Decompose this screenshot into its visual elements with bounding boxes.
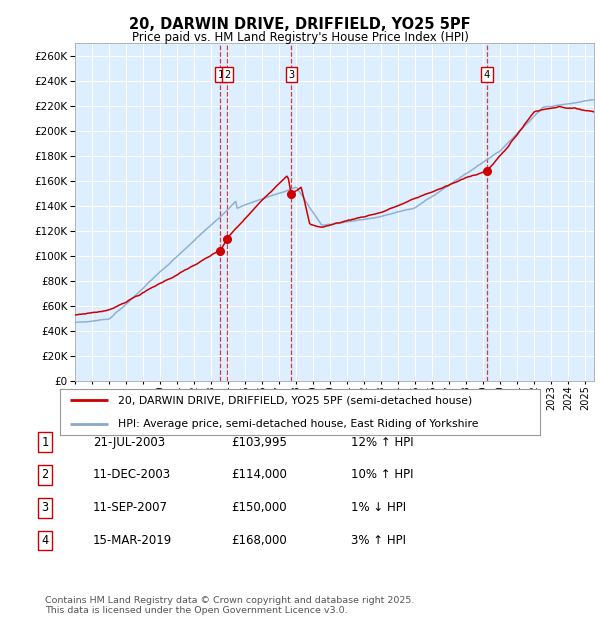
- Text: 2: 2: [41, 469, 49, 481]
- Text: 11-SEP-2007: 11-SEP-2007: [93, 502, 168, 514]
- Text: £150,000: £150,000: [231, 502, 287, 514]
- Text: Contains HM Land Registry data © Crown copyright and database right 2025.
This d: Contains HM Land Registry data © Crown c…: [45, 596, 415, 615]
- Text: £168,000: £168,000: [231, 534, 287, 547]
- Text: £103,995: £103,995: [231, 436, 287, 448]
- Text: 1: 1: [217, 69, 223, 80]
- Text: 10% ↑ HPI: 10% ↑ HPI: [351, 469, 413, 481]
- Text: 3% ↑ HPI: 3% ↑ HPI: [351, 534, 406, 547]
- Text: 12% ↑ HPI: 12% ↑ HPI: [351, 436, 413, 448]
- Text: 3: 3: [288, 69, 295, 80]
- Text: £114,000: £114,000: [231, 469, 287, 481]
- Text: 20, DARWIN DRIVE, DRIFFIELD, YO25 5PF (semi-detached house): 20, DARWIN DRIVE, DRIFFIELD, YO25 5PF (s…: [118, 396, 472, 405]
- Text: 1% ↓ HPI: 1% ↓ HPI: [351, 502, 406, 514]
- Text: 2: 2: [224, 69, 230, 80]
- Text: HPI: Average price, semi-detached house, East Riding of Yorkshire: HPI: Average price, semi-detached house,…: [118, 418, 478, 428]
- Text: 15-MAR-2019: 15-MAR-2019: [93, 534, 172, 547]
- Text: 21-JUL-2003: 21-JUL-2003: [93, 436, 165, 448]
- Text: 20, DARWIN DRIVE, DRIFFIELD, YO25 5PF: 20, DARWIN DRIVE, DRIFFIELD, YO25 5PF: [129, 17, 471, 32]
- Text: 11-DEC-2003: 11-DEC-2003: [93, 469, 171, 481]
- Text: 4: 4: [484, 69, 490, 80]
- Text: 3: 3: [41, 502, 49, 514]
- Text: 1: 1: [41, 436, 49, 448]
- Text: 4: 4: [41, 534, 49, 547]
- Text: Price paid vs. HM Land Registry's House Price Index (HPI): Price paid vs. HM Land Registry's House …: [131, 31, 469, 44]
